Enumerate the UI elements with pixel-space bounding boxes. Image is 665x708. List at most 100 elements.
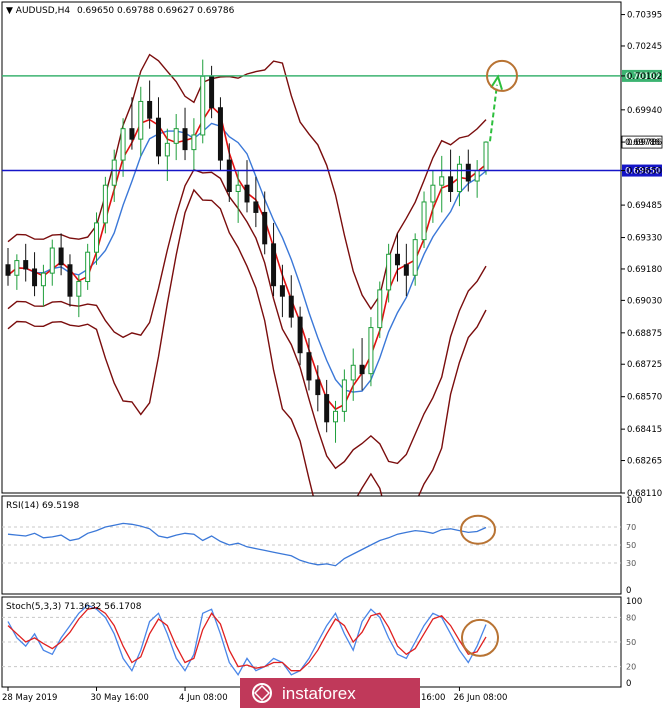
- y-tick-label: 0.68875: [627, 329, 662, 339]
- y-tick-label: 80: [626, 613, 636, 622]
- symbol-header: ▼ AUDUSD,H4 0.69650 0.69788 0.69627 0.69…: [6, 6, 235, 16]
- candle-body: [412, 239, 418, 276]
- candle-body: [129, 128, 135, 140]
- watermark-text: instaforex: [282, 684, 356, 703]
- candle-body: [111, 159, 117, 186]
- candle-body: [324, 394, 330, 423]
- candle-body: [155, 117, 161, 157]
- candle-body: [217, 107, 223, 161]
- candle-body: [138, 100, 144, 140]
- candle-body: [439, 176, 445, 186]
- target-circle: [486, 59, 518, 92]
- y-tick-label: 0: [626, 586, 631, 596]
- candle-body: [147, 100, 153, 119]
- y-tick-label: 0.68265: [627, 457, 662, 467]
- level-tag-label: 0.70102: [625, 72, 660, 82]
- candle-body: [200, 75, 206, 136]
- date-label: 26 Jun 08:00: [453, 693, 507, 703]
- y-tick-label: 0.69030: [627, 296, 662, 306]
- candle-body: [271, 243, 277, 287]
- candle-body: [209, 75, 215, 109]
- candle-body: [403, 264, 409, 276]
- candle-body: [359, 364, 365, 375]
- y-tick-label: 50: [626, 638, 636, 647]
- y-tick-label: 0.69940: [627, 106, 662, 116]
- candle-body: [377, 289, 383, 329]
- date-label: 30 May 16:00: [91, 693, 149, 703]
- candle-body: [279, 285, 285, 297]
- candle-body: [49, 247, 55, 274]
- candle-body: [14, 260, 20, 276]
- rsi-label: RSI(14) 69.5198: [6, 501, 79, 511]
- candle-body: [76, 281, 82, 297]
- candle-body: [40, 272, 46, 287]
- dropdown-triangle-icon[interactable]: ▼: [6, 6, 16, 16]
- y-tick-label: 0.69485: [627, 201, 662, 211]
- y-tick-label: 50: [626, 541, 636, 550]
- candle-body: [465, 163, 471, 182]
- candle-body: [306, 352, 312, 381]
- y-tick-label: 0.70245: [627, 42, 662, 52]
- y-tick-label: 30: [626, 559, 636, 568]
- y-tick-label: 0.69330: [627, 234, 662, 244]
- ohlc-label: 0.69650 0.69788 0.69627 0.69786: [77, 6, 235, 16]
- candle-body: [32, 268, 38, 287]
- candle-body: [23, 260, 29, 270]
- stoch-panel: 100 80 50 20 0 Stoch(5,3,3) 71.3632 56.1708: [1, 596, 642, 689]
- rsi-panel: 100 70 50 30 0 RSI(14) 69.5198: [1, 495, 642, 596]
- bollinger-upper-line: [7, 53, 487, 311]
- candle-body: [182, 128, 188, 151]
- candle-body: [333, 410, 339, 423]
- candle-body: [368, 327, 374, 375]
- candle-body: [164, 142, 170, 157]
- y-tick-label: 0.69180: [627, 265, 662, 275]
- candle-body: [394, 253, 400, 266]
- date-label: 4 Jun 08:00: [179, 693, 228, 703]
- candle-body: [67, 264, 73, 297]
- candle-body: [483, 141, 489, 172]
- y-tick-label: 0.68415: [627, 425, 662, 435]
- candle-body: [430, 184, 436, 203]
- candle-body: [120, 128, 126, 161]
- level-tag: [622, 69, 662, 82]
- candle-body: [102, 184, 108, 224]
- bollinger-lower-line: [7, 168, 487, 470]
- candle-body: [253, 201, 259, 213]
- stoch-circle: [461, 618, 499, 657]
- candle-body: [421, 201, 427, 241]
- candle-body: [315, 379, 321, 396]
- y-tick-label: 0.68725: [627, 360, 662, 370]
- y-tick-label: 0.68570: [627, 393, 662, 403]
- candle-body: [85, 251, 91, 283]
- y-tick-label: 20: [626, 663, 636, 672]
- stoch-label: Stoch(5,3,3) 71.3632 56.1708: [6, 602, 142, 612]
- watermark: instaforex: [240, 678, 420, 708]
- arrow-up-icon: [490, 74, 503, 90]
- candle-body: [226, 159, 232, 192]
- stoch-line: [7, 604, 487, 677]
- rsi-circle: [460, 514, 496, 545]
- candle-body: [244, 184, 250, 203]
- y-tick-label: 100: [626, 597, 642, 607]
- y-tick-label: 0.70102: [627, 72, 662, 82]
- y-tick-label: 70: [626, 523, 636, 532]
- candle-body: [350, 364, 356, 381]
- candle-body: [297, 316, 303, 354]
- candle-body: [235, 184, 241, 192]
- rsi-line: [7, 522, 487, 567]
- date-label: 28 May 2019: [2, 693, 57, 703]
- y-tick-label: 100: [626, 496, 642, 506]
- candle-body: [173, 128, 179, 144]
- candle-body: [341, 379, 347, 412]
- y-tick-label: 0.68110: [627, 489, 662, 499]
- candle-body: [5, 264, 11, 276]
- level-tag-label: 0.69650: [625, 167, 660, 177]
- candle-body: [94, 222, 100, 253]
- candle-body: [58, 247, 64, 266]
- target-arrow: [489, 84, 498, 142]
- logo-diamond-icon: [253, 684, 271, 702]
- candle-body: [288, 295, 294, 318]
- y-tick-label: 0.70395: [627, 11, 662, 21]
